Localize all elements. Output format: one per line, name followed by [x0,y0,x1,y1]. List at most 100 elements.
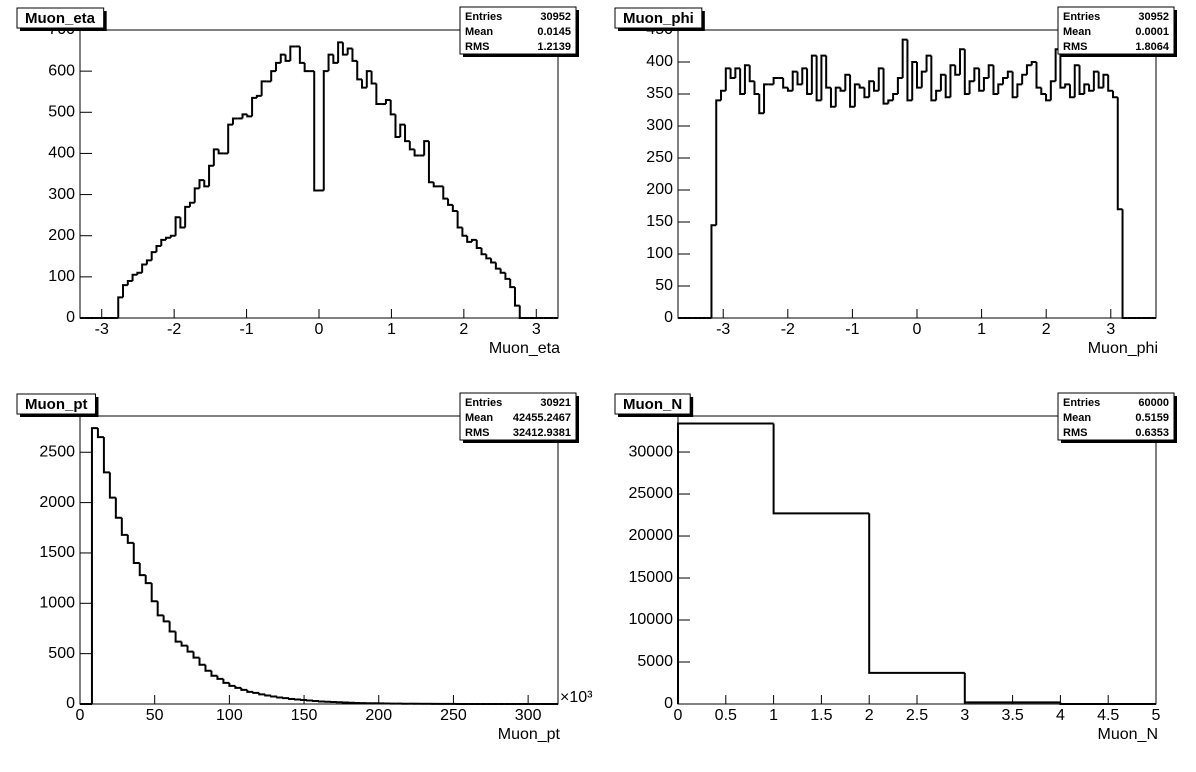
histogram-bin [839,87,846,92]
histogram-bin [260,80,267,96]
histogram-bin [298,46,305,64]
y-tick-label: 50 [655,277,673,294]
histogram-bin [120,517,128,536]
histogram-bin [179,217,186,229]
chart-title: Muon_phi [623,10,694,27]
histogram-bin [255,94,262,98]
stats-label: RMS [1063,41,1087,53]
y-tick-label: 400 [646,53,673,70]
histogram-bin [318,700,325,703]
histogram-bin [853,83,860,107]
x-tick-label: 0 [315,321,324,338]
x-tick-label: -3 [716,321,730,338]
histogram-bin [466,235,472,243]
histogram-bin [677,422,774,704]
x-tick-label: 2 [459,321,468,338]
stats-value: 1.8064 [1135,41,1170,53]
histogram-bin [772,77,779,85]
histogram-bin [1021,73,1027,85]
y-tick-label: 0 [66,309,75,326]
histogram-bin [978,68,984,92]
histogram-bin [131,273,138,281]
histogram-bin [806,68,812,95]
histogram-bin [351,48,358,62]
y-tick-label: 500 [48,104,75,121]
histogram-bin [117,296,124,318]
histogram-bin [499,268,506,274]
histogram-bin [327,53,334,72]
y-tick-label: 200 [48,227,75,244]
histogram-bin [834,86,841,107]
histogram-bin [306,699,314,702]
histogram-bin [258,692,266,696]
pad: 0100200300400500600700-3-2-10123Muon_eta… [16,6,579,357]
histogram-bin [174,631,182,643]
stats-label: Mean [1063,412,1091,424]
x-tick-label: 50 [146,707,164,724]
histogram-bin [240,687,248,691]
histogram-bin [270,695,278,698]
histogram-bin [987,64,994,78]
histogram-bin [715,99,722,226]
stats-value: 0.6353 [1135,427,1169,439]
stats-box [459,392,577,441]
x-tick-label: -2 [167,321,181,338]
histogram-bin [1083,83,1090,94]
histogram-bin [896,77,903,94]
histogram-bin [849,74,855,108]
x-tick-label: 150 [291,707,318,724]
histogram-bin [212,148,219,166]
stats-value: 32412.9381 [513,427,571,439]
x-tick-label: 2 [1042,321,1051,338]
histogram-bin [361,79,367,89]
histogram-bin [138,563,146,577]
histogram-bin [1116,97,1123,211]
histogram-bin [165,236,171,240]
y-tick-label: 400 [48,145,75,162]
histogram-bin [198,179,205,189]
histogram-bin [193,187,200,203]
stats-value: 30952 [540,11,571,23]
x-tick-label: 300 [515,707,542,724]
histogram-bin [188,201,195,207]
histogram-bin [911,61,917,101]
x-axis-title: Muon_eta [489,340,560,357]
histogram-bin [504,272,511,280]
stats-label: Entries [1063,397,1100,409]
histogram-bin [743,64,750,94]
x-tick-label: 0 [913,321,922,338]
histogram-bin [1092,70,1099,91]
stats-value: 1.2139 [537,41,571,53]
stats-value: 30952 [1138,11,1169,23]
histogram-bin [270,70,276,82]
histogram-bin [763,83,769,114]
histogram-bin [346,47,353,55]
histogram-bin [1078,65,1085,95]
histogram-bin [284,54,291,62]
histogram-bin [490,258,496,264]
histogram-bin [949,64,956,98]
histogram-bin [963,49,970,95]
histogram-bin [432,182,439,188]
x-axis-title: Muon_N [1098,726,1158,743]
histogram-bin [90,427,98,704]
histogram-bin [141,263,147,273]
y-tick-label: 1500 [39,544,75,561]
histogram-bin [801,67,808,85]
histogram-bin [370,71,377,85]
y-tick-label: 5000 [637,653,673,670]
y-tick-label: 100 [646,245,673,262]
title-box [614,7,703,29]
histogram-bin [1011,71,1018,99]
histogram-bin [868,80,874,98]
x-axis-exponent: ×10³ [560,689,593,706]
x-tick-label: -2 [781,321,795,338]
histogram-bin [234,685,242,689]
histogram-bin [389,99,396,116]
histogram-bin [96,428,104,439]
stats-label: RMS [465,427,489,439]
histogram-bin [1025,64,1032,75]
histogram-bin [944,74,951,99]
